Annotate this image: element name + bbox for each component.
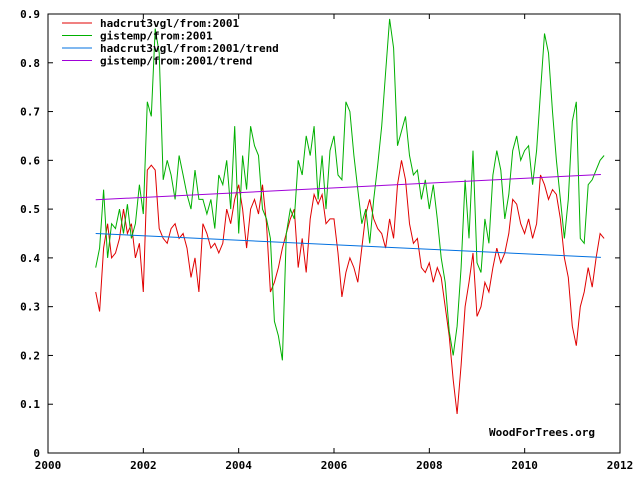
x-axis: 2000 2002 2004 2006 2008 2010 2012 [35, 14, 634, 472]
series-line-hadcrut3vgl-from-2001-trend [95, 233, 601, 258]
y-axis: 0 0.1 0.2 0.3 0.4 0.5 0.6 0.7 0.8 0.9 [20, 8, 620, 460]
x-tick-label: 2008 [416, 459, 443, 472]
x-tick-label: 2004 [225, 459, 252, 472]
x-tick-label: 2000 [35, 459, 62, 472]
y-tick-label: 0.4 [20, 252, 40, 265]
y-tick-label: 0 [33, 447, 40, 460]
legend-label: gistemp/from:2001 [100, 30, 213, 43]
y-tick-label: 0.3 [20, 301, 40, 314]
y-tick-label: 0.9 [20, 8, 40, 21]
series-layer [95, 18, 605, 415]
y-tick-label: 0.8 [20, 57, 40, 70]
series-line-gistemp-from-2001-trend [95, 174, 601, 201]
x-tick-label: 2012 [607, 459, 634, 472]
legend-label: hadcrut3vgl/from:2001/trend [100, 42, 279, 55]
series-line-gistemp-from-2001 [95, 18, 605, 361]
legend-label: hadcrut3vgl/from:2001 [100, 17, 239, 30]
y-tick-label: 0.2 [20, 349, 40, 362]
y-tick-label: 0.1 [20, 398, 40, 411]
x-tick-label: 2006 [321, 459, 348, 472]
credit-label: WoodForTrees.org [489, 426, 595, 439]
x-tick-label: 2002 [130, 459, 157, 472]
y-tick-label: 0.7 [20, 106, 40, 119]
y-tick-label: 0.5 [20, 203, 40, 216]
x-tick-label: 2010 [511, 459, 538, 472]
y-tick-label: 0.6 [20, 154, 40, 167]
legend: hadcrut3vgl/from:2001gistemp/from:2001ha… [62, 17, 279, 68]
series-line-hadcrut3vgl-from-2001 [95, 160, 605, 415]
legend-label: gistemp/from:2001/trend [100, 55, 252, 68]
